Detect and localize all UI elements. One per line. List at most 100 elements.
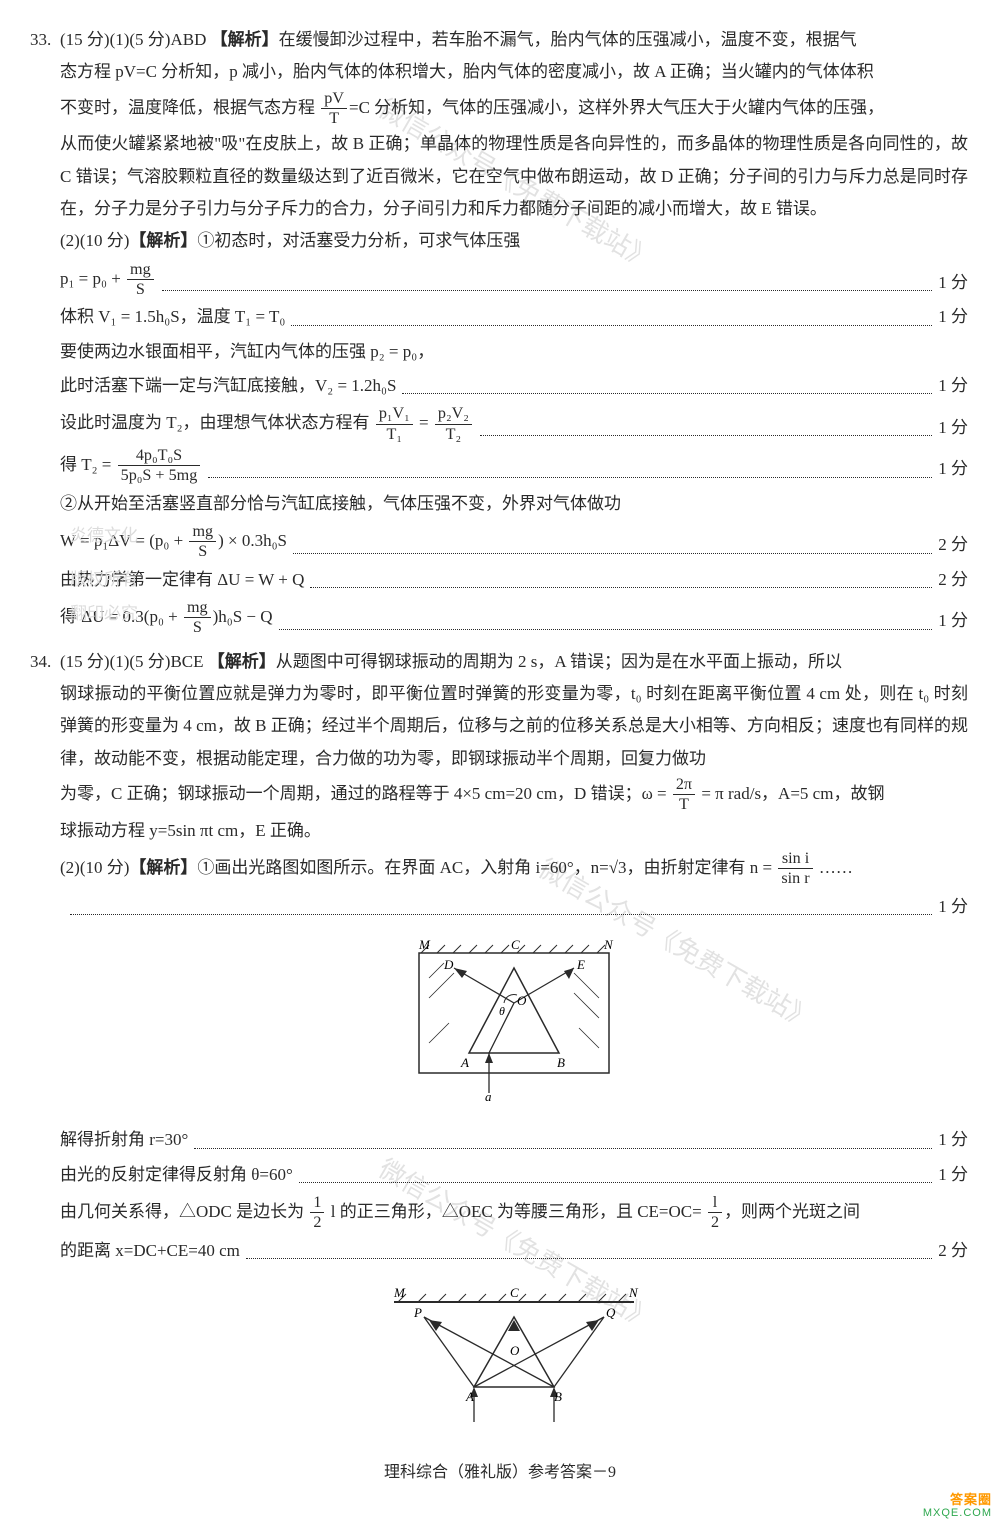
text: ①画出光路图如图所示。在界面 AC，入射角 i=60°，n=√3，由折射定律有 … — [197, 858, 776, 877]
svg-text:P: P — [413, 1305, 422, 1320]
eq-line: 得 ΔU = 0.3(p₀ + mgS)h₀S − Q 1 分 翻印必究 — [60, 598, 968, 638]
svg-text:O: O — [510, 1343, 520, 1358]
eq-line: 体积 V₁ = 1.5h₀S，温度 T₁ = T₀ 1 分 — [60, 301, 968, 333]
svg-text:N: N — [628, 1285, 639, 1300]
problem-number: 34. — [30, 646, 51, 678]
svg-text:Q: Q — [606, 1305, 616, 1320]
points: 1 分 — [938, 412, 968, 444]
eq-line: 解得折射角 r=30° 1 分 — [60, 1124, 968, 1156]
faint-text: 炎德文化 — [70, 520, 138, 552]
text: ，则两个光斑之间 — [724, 1202, 860, 1221]
eq-line: 设此时温度为 T₂，由理想气体状态方程有 p₁V₁T₁ = p₂V₂T₂ 1 分 — [60, 404, 968, 444]
q34-p1d: 球振动方程 y=5sin πt cm，E 正确。 — [60, 815, 968, 847]
eq-line: 此时活塞下端一定与汽缸底接触，V₂ = 1.2h₀S 1 分 — [60, 370, 968, 402]
logo-line2: MXQE.COM — [923, 1507, 992, 1520]
points: 1 分 — [938, 453, 968, 485]
figure-2: M C N P Q O A B — [60, 1277, 968, 1438]
text: 为零，C 正确；钢球振动一个周期，通过的路程等于 4×5 cm=20 cm，D … — [60, 784, 671, 803]
points: 2 分 — [938, 1235, 968, 1267]
eq-line: p₁ = p₀ + mgS 1 分 — [60, 260, 968, 300]
q34-l4: 由几何关系得，△ODC 是边长为 12 l 的正三角形，△OEC 为等腰三角形，… — [60, 1193, 968, 1233]
svg-text:O: O — [517, 993, 527, 1008]
q34-head: (15 分)(1)(5 分)BCE — [60, 652, 204, 671]
svg-text:θ: θ — [499, 1004, 505, 1018]
text: 不变时，温度降低，根据气态方程 — [60, 97, 319, 116]
text: p₁ = p₀ + — [60, 268, 125, 287]
points: 1 分 — [938, 1124, 968, 1156]
fraction: mgS — [184, 598, 211, 638]
points: 1 分 — [938, 370, 968, 402]
text: 由几何关系得，△ODC 是边长为 — [60, 1202, 308, 1221]
analysis-label: 【解析】 — [129, 231, 197, 250]
points: 1 分 — [938, 301, 968, 333]
points: 1 分 — [938, 1159, 968, 1191]
fraction: mgS — [127, 260, 154, 300]
fraction: mgS — [189, 522, 216, 562]
q33-p1a: 在缓慢卸沙过程中，若车胎不漏气，胎内气体的压强减小，温度不变，根据气 — [279, 30, 857, 49]
eq-line: 由热力学第一定律有 ΔU = W + Q 2 分 版权所有 — [60, 564, 968, 596]
eq-line: 由光的反射定律得反射角 θ=60° 1 分 — [60, 1159, 968, 1191]
eq-line: 1 分 — [60, 891, 968, 923]
problem-34: 34. (15 分)(1)(5 分)BCE 【解析】从题图中可得钢球振动的周期为… — [32, 646, 968, 1439]
faint-text: 版权所有 — [70, 564, 138, 596]
fraction: sin isin r — [778, 849, 812, 889]
q34-p1c: 为零，C 正确；钢球振动一个周期，通过的路程等于 4×5 cm=20 cm，D … — [60, 775, 968, 815]
leader-dots — [70, 914, 932, 915]
text: p₀ + — [149, 607, 182, 626]
q33-part2-head: (2)(10 分)【解析】①初态时，对活塞受力分析，可求气体压强 — [60, 225, 968, 257]
leader-dots — [402, 393, 932, 394]
text: 得 T₂ = — [60, 455, 116, 474]
analysis-label: 【解析】 — [211, 30, 279, 49]
text: h₀S − Q — [218, 607, 272, 626]
svg-text:A: A — [465, 1389, 474, 1404]
q33-l7: ②从开始至活塞竖直部分恰与汽缸底接触，气体压强不变，外界对气体做功 — [60, 488, 968, 520]
q33-l3: 要使两边水银面相平，汽缸内气体的压强 p₂ = p₀， — [60, 336, 968, 368]
text: 的距离 x=DC+CE=40 cm — [60, 1235, 240, 1267]
svg-text:M: M — [393, 1285, 406, 1300]
leader-dots — [293, 553, 932, 554]
q34-p1b: 钢球振动的平衡位置应就是弹力为零时，即平衡位置时弹簧的形变量为零，t₀ 时刻在距… — [60, 678, 968, 775]
fraction: 12 — [310, 1193, 324, 1233]
text: 体积 V₁ = 1.5h₀S，温度 T₁ = T₀ — [60, 301, 285, 333]
text: =C 分析知，气体的压强减小，这样外界大气压大于火罐内气体的压强， — [349, 97, 884, 116]
eq-line: W = p₁ΔV = (p₀ + mgS) × 0.3h₀S 2 分 炎德文化 — [60, 522, 968, 562]
analysis-label: 【解析】 — [129, 858, 197, 877]
points: 1 分 — [938, 605, 968, 637]
points: 1 分 — [938, 891, 968, 923]
q33-p1d: 从而使火罐紧紧地被"吸"在皮肤上，故 B 正确；单晶体的物理性质是各向异性的，而… — [60, 128, 968, 225]
leader-dots — [208, 477, 932, 478]
text: l 的正三角形，△OEC 为等腰三角形，且 CE=OC= — [326, 1202, 706, 1221]
svg-text:N: N — [603, 937, 614, 952]
points: 2 分 — [938, 529, 968, 561]
text: 此时活塞下端一定与汽缸底接触，V₂ = 1.2h₀S — [60, 370, 396, 402]
text: ①初态时，对活塞受力分析，可求气体压强 — [197, 231, 520, 250]
leader-dots — [194, 1148, 932, 1149]
fraction: 4p₀T₀S5p₀S + 5mg — [118, 446, 201, 486]
svg-text:a: a — [485, 1089, 492, 1103]
site-logo: 答案圈 MXQE.COM — [923, 1492, 992, 1521]
fraction: p₂V₂T₂ — [435, 404, 472, 444]
q34-part1: (15 分)(1)(5 分)BCE 【解析】从题图中可得钢球振动的周期为 2 s… — [60, 646, 968, 678]
q33-p1c: 不变时，温度降低，根据气态方程 pVT=C 分析知，气体的压强减小，这样外界大气… — [60, 89, 968, 129]
problem-number: 33. — [30, 24, 51, 56]
text: 解得折射角 r=30° — [60, 1124, 188, 1156]
svg-text:C: C — [511, 937, 520, 952]
svg-text:C: C — [510, 1285, 519, 1300]
points: 2 分 — [938, 564, 968, 596]
leader-dots — [291, 325, 932, 326]
figure-1: M C N D E O θ A B a — [60, 933, 968, 1114]
svg-text:A: A — [460, 1055, 469, 1070]
svg-text:E: E — [576, 957, 585, 972]
svg-text:B: B — [557, 1055, 565, 1070]
svg-text:B: B — [554, 1389, 562, 1404]
eq-line: 的距离 x=DC+CE=40 cm 2 分 — [60, 1235, 968, 1267]
svg-text:M: M — [418, 937, 431, 952]
text: …… — [815, 858, 853, 877]
eq-line: 得 T₂ = 4p₀T₀S5p₀S + 5mg 1 分 — [60, 446, 968, 486]
text: 从题图中可得钢球振动的周期为 2 s，A 错误；因为是在水平面上振动，所以 — [276, 652, 842, 671]
text: (2)(10 分) — [60, 231, 129, 250]
fraction: l2 — [708, 1193, 722, 1233]
leader-dots — [279, 629, 933, 630]
points: 1 分 — [938, 267, 968, 299]
fraction: 2πT — [673, 775, 695, 815]
